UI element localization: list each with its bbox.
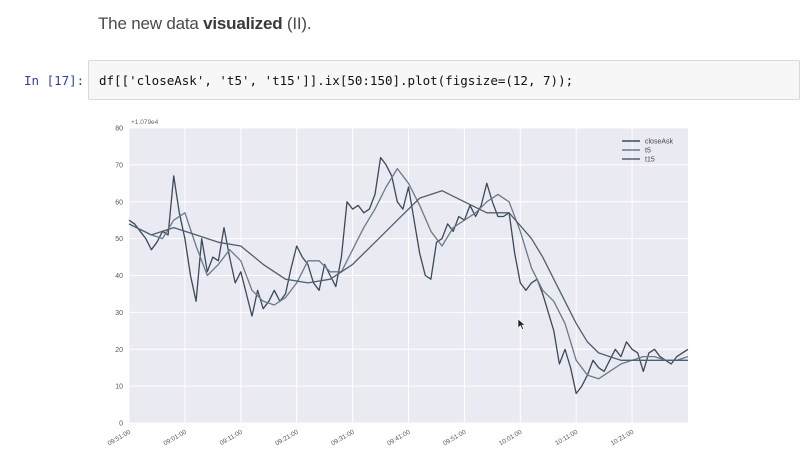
series-line-t15 (128, 190, 688, 361)
y-tick-label: 20 (115, 347, 123, 354)
x-tick-label: 10:21:00 (610, 428, 636, 447)
heading-suffix-text: (II). (282, 14, 312, 33)
series-line-t5 (128, 167, 689, 380)
x-tick-label: 09:31:00 (330, 428, 356, 447)
series-line-closeAsk (128, 156, 689, 395)
heading-bold-text: visualized (203, 14, 283, 33)
x-tick-label: 10:01:00 (498, 428, 524, 447)
mouse-cursor-icon (517, 318, 526, 330)
legend-label-t5: t5 (645, 148, 651, 155)
y-tick-label: 30 (115, 310, 123, 317)
x-tick-label: 10:11:00 (554, 428, 579, 447)
y-tick-label: 0 (119, 421, 123, 428)
x-tick-label: 09:21:00 (274, 428, 300, 447)
y-tick-label: 70 (115, 162, 123, 169)
y-tick-labels: 0 10 20 30 40 50 60 70 80 (115, 126, 123, 428)
grid-lines (128, 127, 688, 424)
x-tick-labels: 09:51:00 09:01:00 09:11:00 09:21:00 09:31:00… (107, 428, 636, 447)
x-tick-label: 09:01:00 (162, 428, 188, 447)
legend: closeAsk t5 t15 (622, 139, 674, 164)
x-tick-label: 09:51:00 (107, 428, 133, 447)
series-lines (128, 156, 689, 395)
input-prompt: In [17]: (24, 73, 85, 88)
y-tick-label: 40 (115, 273, 123, 280)
y-tick-label: 80 (115, 126, 123, 133)
legend-label-closeAsk: closeAsk (645, 139, 674, 146)
y-tick-label: 10 (115, 384, 123, 391)
code-text[interactable]: df[['closeAsk', 't5', 't15']].ix[50:150]… (99, 73, 574, 88)
axis-offset-label: +1.079e4 (131, 119, 159, 126)
legend-label-t15: t15 (645, 157, 655, 164)
section-heading: The new data visualized (II). (98, 14, 312, 34)
x-tick-label: 09:51:00 (442, 428, 468, 447)
x-tick-label: 09:41:00 (386, 428, 412, 447)
y-tick-label: 60 (115, 199, 123, 206)
code-cell[interactable]: df[['closeAsk', 't5', 't15']].ix[50:150]… (88, 60, 800, 100)
x-tick-label: 09:11:00 (219, 428, 244, 447)
heading-text: The new data (98, 14, 204, 33)
y-tick-label: 50 (115, 236, 123, 243)
